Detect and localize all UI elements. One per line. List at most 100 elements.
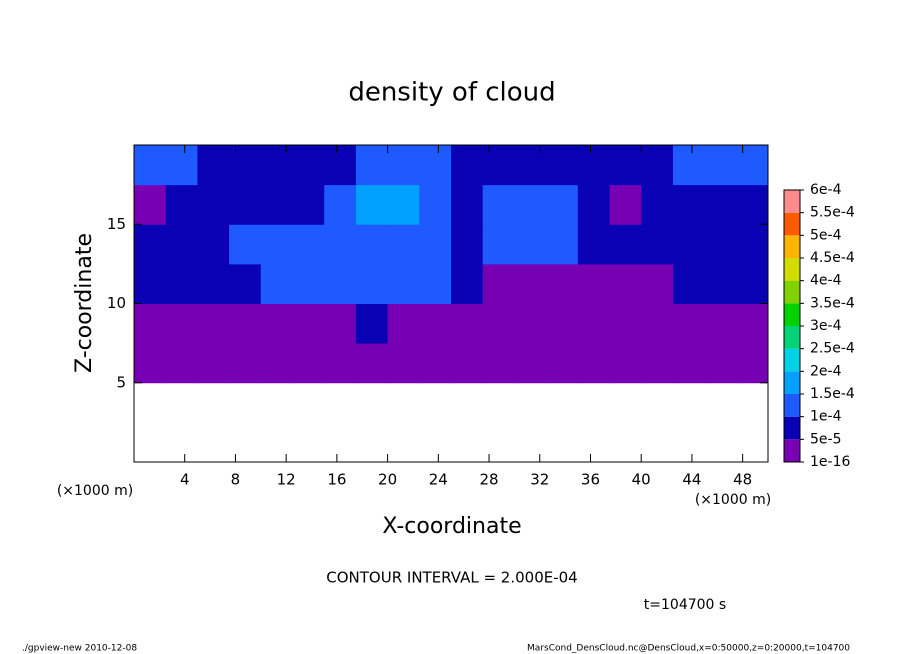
cell bbox=[134, 303, 167, 344]
cell bbox=[419, 303, 452, 344]
cell bbox=[672, 184, 706, 225]
cell bbox=[292, 343, 325, 384]
chart-title: density of cloud bbox=[348, 78, 555, 108]
cell bbox=[704, 263, 737, 304]
cell bbox=[704, 184, 737, 225]
cell bbox=[197, 184, 230, 225]
cell bbox=[292, 224, 325, 265]
colorbar-segment bbox=[784, 280, 800, 304]
y-tick-label: 15 bbox=[107, 215, 126, 233]
y-tick-label: 5 bbox=[116, 373, 126, 391]
colorbar-label: 6e-4 bbox=[810, 182, 842, 198]
cell bbox=[451, 263, 484, 304]
cell bbox=[641, 343, 674, 384]
colorbar-label: 1e-16 bbox=[810, 454, 850, 470]
cell bbox=[704, 224, 737, 265]
y-tick-label: 10 bbox=[107, 294, 126, 312]
cell bbox=[672, 303, 706, 344]
cell bbox=[482, 263, 515, 304]
cell bbox=[641, 303, 674, 344]
cell bbox=[704, 343, 737, 384]
cell bbox=[134, 343, 167, 384]
footer-left: ./gpview-new 2010-12-08 bbox=[22, 644, 137, 654]
colorbar-segment bbox=[784, 303, 800, 326]
x-tick-label: 20 bbox=[378, 471, 397, 489]
cell bbox=[165, 303, 198, 344]
y-unit: (×1000 m) bbox=[57, 483, 133, 499]
x-tick-label: 44 bbox=[682, 471, 701, 489]
x-tick-label: 28 bbox=[479, 471, 498, 489]
cell bbox=[641, 224, 674, 265]
cell bbox=[165, 343, 198, 384]
cell bbox=[292, 184, 325, 225]
x-unit: (×1000 m) bbox=[695, 492, 771, 508]
cell bbox=[324, 263, 357, 304]
x-tick-label: 40 bbox=[632, 471, 651, 489]
cell bbox=[672, 263, 706, 304]
cell bbox=[324, 343, 357, 384]
cell bbox=[324, 224, 357, 265]
cell bbox=[260, 343, 293, 384]
colorbar-segment bbox=[784, 235, 800, 258]
cell bbox=[451, 224, 484, 265]
colorbar-label: 3.5e-4 bbox=[810, 295, 855, 311]
cell bbox=[514, 263, 547, 304]
cell bbox=[165, 145, 198, 186]
cell bbox=[546, 224, 579, 265]
cell bbox=[324, 184, 357, 225]
cell bbox=[736, 184, 769, 225]
cell bbox=[197, 224, 230, 265]
cell bbox=[419, 184, 452, 225]
cell bbox=[736, 303, 769, 344]
cell bbox=[165, 263, 198, 304]
cell bbox=[704, 145, 737, 186]
colorbar-label: 3e-4 bbox=[810, 318, 842, 334]
cell bbox=[451, 303, 484, 344]
cell bbox=[197, 145, 230, 186]
cell bbox=[577, 145, 610, 186]
cell bbox=[355, 184, 389, 225]
cell bbox=[546, 343, 579, 384]
cell bbox=[197, 263, 230, 304]
cell bbox=[387, 343, 420, 384]
cell bbox=[514, 184, 547, 225]
x-tick-label: 4 bbox=[180, 471, 190, 489]
cell bbox=[229, 263, 262, 304]
x-tick-label: 16 bbox=[327, 471, 346, 489]
cell bbox=[482, 343, 515, 384]
cell bbox=[324, 145, 357, 186]
contour-interval: CONTOUR INTERVAL = 2.000E-04 bbox=[326, 569, 577, 587]
cell bbox=[577, 184, 610, 225]
cell bbox=[514, 224, 547, 265]
cell bbox=[387, 263, 420, 304]
cell bbox=[609, 303, 642, 344]
x-tick-label: 8 bbox=[231, 471, 241, 489]
colorbar-segment bbox=[784, 258, 800, 281]
cell bbox=[292, 145, 325, 186]
cell bbox=[419, 224, 452, 265]
cell bbox=[482, 145, 515, 186]
colorbar-segment bbox=[784, 371, 800, 394]
cell bbox=[609, 343, 642, 384]
cell bbox=[546, 263, 579, 304]
cell bbox=[482, 224, 515, 265]
cell bbox=[229, 184, 262, 225]
cell bbox=[609, 263, 642, 304]
colorbar-label: 5e-5 bbox=[810, 431, 841, 447]
cell bbox=[229, 224, 262, 265]
x-axis-label: X-coordinate bbox=[382, 514, 521, 539]
cell bbox=[641, 145, 674, 186]
cell bbox=[134, 184, 167, 225]
colorbar-segment bbox=[784, 326, 800, 349]
cell bbox=[736, 145, 769, 186]
cell bbox=[229, 343, 262, 384]
cell bbox=[672, 343, 706, 384]
x-tick-label: 24 bbox=[429, 471, 448, 489]
cell bbox=[260, 303, 293, 344]
colorbar-segment bbox=[784, 439, 800, 462]
cell bbox=[514, 343, 547, 384]
cell bbox=[672, 145, 706, 186]
x-tick-label: 48 bbox=[733, 471, 752, 489]
